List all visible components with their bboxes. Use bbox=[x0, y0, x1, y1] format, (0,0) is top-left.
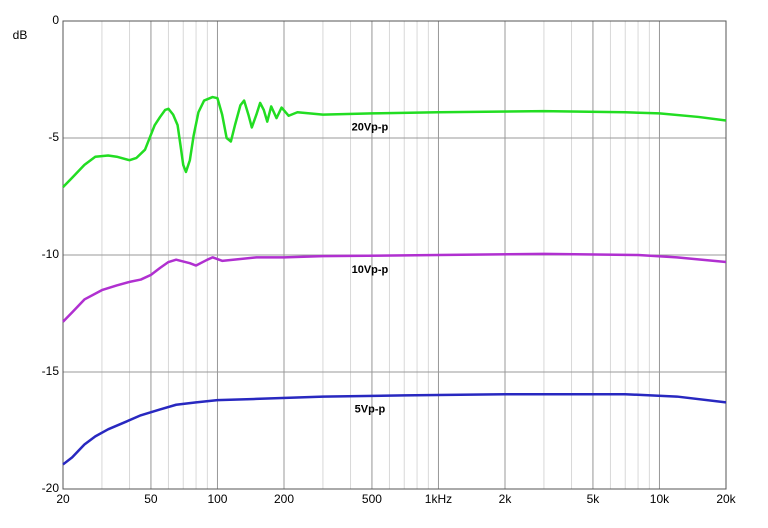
series-label: 10Vp-p bbox=[352, 264, 389, 276]
y-tick-label: 0 bbox=[52, 13, 59, 27]
x-tick-label: 100 bbox=[207, 492, 227, 506]
line-series bbox=[62, 252, 727, 323]
y-tick-label: -15 bbox=[42, 364, 60, 378]
series-label: 20Vp-p bbox=[352, 121, 389, 133]
x-tick-label: 200 bbox=[274, 492, 294, 506]
x-tick-label: 1kHz bbox=[425, 492, 452, 506]
series-label: 5Vp-p bbox=[355, 403, 386, 415]
x-tick-label: 500 bbox=[362, 492, 382, 506]
line-series bbox=[62, 392, 727, 466]
line-series bbox=[62, 95, 727, 189]
x-tick-label: 10k bbox=[650, 492, 670, 506]
y-tick-label: -5 bbox=[48, 130, 59, 144]
y-tick-label: -20 bbox=[42, 481, 60, 495]
y-tick-label: -10 bbox=[42, 247, 60, 261]
plot-frame bbox=[62, 20, 727, 490]
x-tick-label: 5k bbox=[587, 492, 601, 506]
x-tick-label: 2k bbox=[499, 492, 513, 506]
x-tick-label: 50 bbox=[144, 492, 158, 506]
x-tick-label: 20 bbox=[56, 492, 70, 506]
y-axis-label: dB bbox=[13, 28, 28, 42]
x-tick-label: 20k bbox=[716, 492, 736, 506]
